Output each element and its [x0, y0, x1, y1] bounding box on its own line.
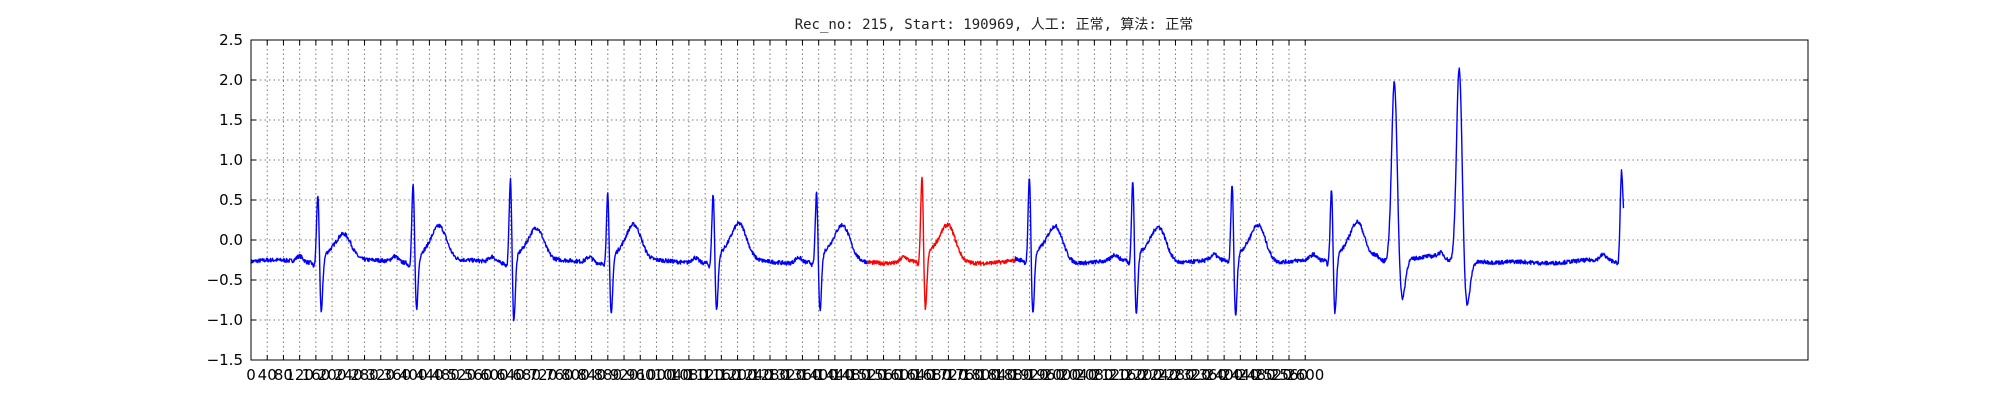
x-tick-label: 960	[626, 366, 655, 384]
x-tick-label: 400	[399, 366, 428, 384]
y-axis: −1.5 −1.0 −0.5 0.0 0.5 1.0 1.5 2.0 2.5	[207, 31, 1808, 369]
ecg-series-line-1	[866, 176, 1016, 311]
y-tick-label: 2.0	[219, 71, 243, 89]
x-tick-label: 2600	[1286, 366, 1324, 384]
x-tick-label: 360	[383, 366, 412, 384]
x-tick-label: 1320	[767, 366, 805, 384]
x-tick-label: 1600	[881, 366, 919, 384]
x-tick-label: 480	[431, 366, 460, 384]
y-tick-label: −0.5	[207, 271, 243, 289]
x-tick-label: 1760	[946, 366, 984, 384]
x-tick-label: 560	[464, 366, 493, 384]
x-tick-label: 1520	[848, 366, 886, 384]
x-tick-label: 1400	[800, 366, 838, 384]
x-tick-label: 2480	[1237, 366, 1275, 384]
y-tick-label: 1.5	[219, 111, 243, 129]
x-tick-label: 2520	[1254, 366, 1292, 384]
x-tick-label: 2080	[1075, 366, 1113, 384]
x-tick-label: 880	[593, 366, 622, 384]
x-tick-label: 280	[350, 366, 379, 384]
x-tick-label: 800	[561, 366, 590, 384]
x-tick-label: 120	[285, 366, 314, 384]
x-tick-label: 240	[334, 366, 363, 384]
y-tick-label: −1.5	[207, 351, 243, 369]
x-tick-label: 600	[480, 366, 509, 384]
y-tick-label: 0.0	[219, 231, 243, 249]
x-tick-label: 440	[415, 366, 444, 384]
x-tick-label: 1280	[751, 366, 789, 384]
x-tick-label: 2400	[1205, 366, 1243, 384]
x-tick-label: 1960	[1027, 366, 1065, 384]
x-tick-label: 2120	[1092, 366, 1130, 384]
x-tick-label: 2320	[1173, 366, 1211, 384]
y-tick-label: 2.5	[219, 31, 243, 49]
ecg-series-line-0	[250, 177, 869, 322]
x-tick-label: 1240	[735, 366, 773, 384]
x-tick-label: 200	[318, 366, 347, 384]
x-tick-label: 720	[529, 366, 558, 384]
x-tick-label: 1640	[897, 366, 935, 384]
x-tick-label: 680	[512, 366, 541, 384]
x-tick-label: 1440	[816, 366, 854, 384]
y-tick-label: 0.5	[219, 191, 243, 209]
x-tick-label: 1720	[929, 366, 967, 384]
x-tick-label: 1560	[864, 366, 902, 384]
x-tick-label: 1160	[702, 366, 740, 384]
x-tick-label: 1040	[654, 366, 692, 384]
x-tick-label: 1360	[783, 366, 821, 384]
x-tick-label: 1120	[686, 366, 724, 384]
ecg-series-line-2	[1014, 67, 1625, 316]
x-tick-label: 2360	[1189, 366, 1227, 384]
x-tick-label: 840	[577, 366, 606, 384]
x-tick-label: 2240	[1140, 366, 1178, 384]
chart-title: Rec_no: 215, Start: 190969, 人工: 正常, 算法: …	[794, 17, 1194, 33]
x-tick-label: 2280	[1156, 366, 1194, 384]
x-tick-label: 2040	[1059, 366, 1097, 384]
x-tick-label: 920	[610, 366, 639, 384]
x-tick-label: 1680	[913, 366, 951, 384]
x-tick-label: 1080	[670, 366, 708, 384]
x-tick-label: 2560	[1270, 366, 1308, 384]
x-tick-label: 1200	[718, 366, 756, 384]
x-tick-label: 40	[258, 366, 277, 384]
x-tick-label: 1480	[832, 366, 870, 384]
y-tick-label: −1.0	[207, 311, 243, 329]
x-tick-label: 80	[274, 366, 293, 384]
x-tick-label: 2160	[1108, 366, 1146, 384]
x-tick-label: 1920	[1010, 366, 1048, 384]
x-tick-label: 160	[302, 366, 331, 384]
ecg-series	[250, 67, 1625, 322]
x-tick-label: 640	[496, 366, 525, 384]
x-axis: 0 408012016020024028032036040044048052056…	[246, 40, 1324, 384]
x-tick-label: 1840	[978, 366, 1016, 384]
x-tick-label: 2200	[1124, 366, 1162, 384]
x-tick-label: 760	[545, 366, 574, 384]
x-tick-label: 2440	[1221, 366, 1259, 384]
x-tick-label: 320	[366, 366, 395, 384]
x-tick-label: 0	[246, 366, 256, 384]
grid-lines	[251, 40, 1808, 360]
x-tick-label: 1880	[994, 366, 1032, 384]
x-tick-label: 1000	[637, 366, 675, 384]
x-tick-label: 1800	[962, 366, 1000, 384]
x-tick-label: 520	[448, 366, 477, 384]
y-tick-label: 1.0	[219, 151, 243, 169]
x-tick-label: 2000	[1043, 366, 1081, 384]
